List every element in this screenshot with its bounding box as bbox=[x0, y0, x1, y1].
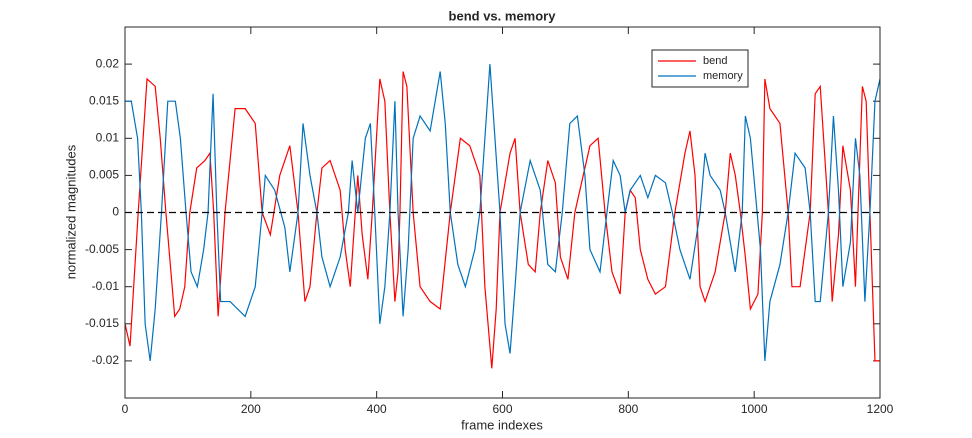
legend-label: memory bbox=[703, 70, 743, 82]
axes-box bbox=[124, 26, 881, 399]
legend-box bbox=[651, 49, 749, 88]
x-tick-label: 1200 bbox=[867, 402, 894, 416]
y-tick-label: 0.02 bbox=[96, 56, 120, 70]
chart-title: bend vs. memory bbox=[449, 8, 557, 23]
y-tick-label: 0.005 bbox=[89, 168, 119, 182]
y-tick-label: -0.01 bbox=[92, 279, 120, 293]
y-tick-label: -0.02 bbox=[92, 353, 120, 367]
x-tick-label: 800 bbox=[618, 402, 638, 416]
x-tick-label: 200 bbox=[241, 402, 261, 416]
x-tick-label: 400 bbox=[367, 402, 387, 416]
y-axis-label: normalized magnitudes bbox=[63, 144, 78, 279]
x-tick-label: 1000 bbox=[741, 402, 768, 416]
y-tick-label: -0.005 bbox=[85, 242, 119, 256]
x-tick-label: 600 bbox=[492, 402, 512, 416]
line-series bbox=[124, 71, 880, 369]
legend-label: bend bbox=[703, 55, 727, 67]
line-series bbox=[125, 64, 881, 361]
y-tick-label: 0 bbox=[112, 205, 119, 219]
x-tick-label: 0 bbox=[122, 402, 129, 416]
y-tick-label: -0.015 bbox=[85, 316, 119, 330]
x-axis-label: frame indexes bbox=[461, 417, 543, 432]
y-tick-label: 0.015 bbox=[89, 93, 119, 107]
y-tick-label: 0.01 bbox=[96, 130, 120, 144]
